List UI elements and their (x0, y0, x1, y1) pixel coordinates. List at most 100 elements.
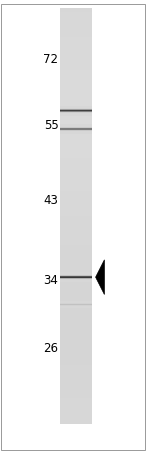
Bar (60, 411, 92, 415)
Bar (60, 132, 92, 133)
Bar (60, 398, 92, 403)
Bar (60, 112, 92, 117)
Bar (60, 273, 92, 274)
Text: 72: 72 (43, 53, 58, 66)
Bar (60, 116, 92, 117)
Bar (60, 108, 92, 109)
Bar (60, 279, 92, 280)
Bar (60, 303, 92, 308)
Bar (60, 96, 92, 101)
Bar (60, 150, 92, 154)
Bar (60, 237, 92, 242)
Bar (60, 130, 92, 131)
Bar (60, 128, 92, 129)
Bar (60, 121, 92, 126)
Bar (60, 134, 92, 135)
Bar (60, 133, 92, 134)
Text: 55: 55 (44, 119, 58, 131)
Bar (60, 277, 92, 278)
Bar (60, 278, 92, 279)
Bar (60, 175, 92, 179)
Bar (60, 17, 92, 22)
Bar (60, 142, 92, 146)
Bar (60, 55, 92, 59)
Bar (60, 280, 92, 281)
Bar (60, 115, 92, 116)
Bar (60, 394, 92, 399)
Bar (60, 109, 92, 110)
Bar (60, 336, 92, 341)
Bar (60, 249, 92, 254)
Text: 43: 43 (44, 194, 58, 207)
Bar (60, 386, 92, 390)
Bar (60, 282, 92, 283)
Bar (60, 415, 92, 420)
Bar (60, 278, 92, 279)
Bar (60, 108, 92, 113)
Bar (60, 208, 92, 212)
Bar (60, 200, 92, 204)
Bar (60, 340, 92, 345)
Bar (60, 21, 92, 26)
Bar (60, 117, 92, 121)
Bar (60, 129, 92, 130)
Bar (60, 130, 92, 131)
Bar (60, 253, 92, 258)
Bar (60, 115, 92, 116)
Bar (60, 245, 92, 250)
Bar (60, 167, 92, 171)
Bar (60, 276, 92, 277)
Bar (60, 280, 92, 281)
Bar (60, 112, 92, 113)
Bar (60, 71, 92, 76)
Text: 34: 34 (44, 273, 58, 286)
Bar (60, 291, 92, 295)
Bar (60, 128, 92, 129)
Bar (60, 419, 92, 424)
Bar (60, 104, 92, 109)
Bar (60, 38, 92, 43)
Bar (60, 137, 92, 142)
Bar (60, 287, 92, 291)
Bar (60, 107, 92, 108)
Bar (60, 278, 92, 283)
Bar (60, 113, 92, 114)
Bar (60, 220, 92, 225)
Bar (60, 109, 92, 110)
Bar (60, 328, 92, 333)
Bar (60, 107, 92, 108)
Bar (60, 106, 92, 107)
Bar (60, 365, 92, 370)
Bar (60, 276, 92, 277)
Bar (60, 13, 92, 18)
Bar (60, 279, 92, 280)
Bar (60, 369, 92, 374)
Bar (60, 374, 92, 378)
Bar (60, 100, 92, 105)
Bar (60, 274, 92, 275)
Bar (60, 228, 92, 233)
Bar (60, 127, 92, 128)
Bar (60, 108, 92, 109)
Bar (60, 274, 92, 278)
Bar (60, 67, 92, 71)
Bar (60, 51, 92, 55)
Bar (60, 281, 92, 282)
Bar (60, 154, 92, 159)
Bar (60, 9, 92, 423)
Bar (60, 224, 92, 229)
Bar (60, 126, 92, 127)
Bar (60, 258, 92, 262)
Bar (60, 349, 92, 353)
Bar (60, 63, 92, 67)
Bar (60, 30, 92, 35)
Bar (60, 46, 92, 51)
Bar (60, 179, 92, 183)
Bar (60, 76, 92, 80)
Bar (60, 361, 92, 366)
Bar (60, 9, 92, 14)
Bar (60, 80, 92, 84)
Bar (60, 133, 92, 138)
Bar (60, 127, 92, 128)
Bar (60, 299, 92, 303)
